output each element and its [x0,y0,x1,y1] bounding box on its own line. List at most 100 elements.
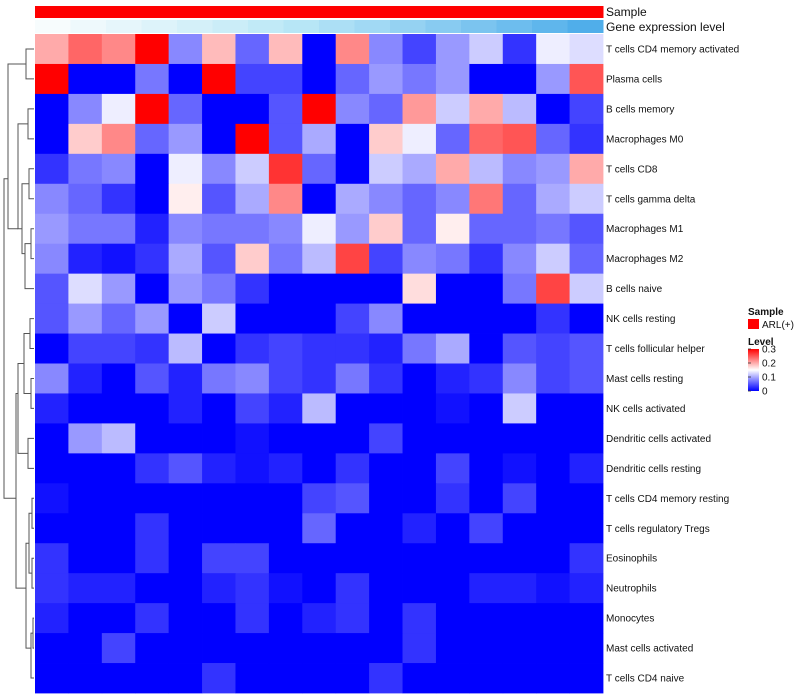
annotation-cell [35,20,71,33]
heatmap-cell [502,303,537,334]
heatmap-cell [68,453,103,484]
heatmap-cell [135,303,170,334]
heatmap-cell [268,633,303,664]
heatmap-cell [335,573,370,604]
heatmap-cell [335,663,370,694]
heatmap-cell [68,603,103,634]
heatmap-cell [469,663,504,694]
heatmap-cell [202,633,236,664]
heatmap-cell [536,273,570,304]
heatmap-cell [435,183,470,215]
heatmap-cell [435,513,470,544]
heatmap-cell [536,483,570,514]
row-label: Plasma cells [606,74,662,85]
heatmap-cell [202,153,236,185]
heatmap-cell [469,573,504,604]
heatmap-cell [502,273,537,304]
heatmap-cell [469,543,504,574]
heatmap-cell [402,303,437,334]
heatmap-cell [135,453,170,484]
heatmap-cell [68,213,103,245]
heatmap-cell [402,243,437,275]
dendrogram-branch [32,617,34,649]
heatmap-cell [302,303,337,334]
heatmap-cell [302,153,337,185]
heatmap-cell [235,93,270,125]
heatmap-cell [569,303,604,334]
heatmap-cell [536,513,570,544]
heatmap-cell [469,603,504,634]
heatmap-cell [235,63,270,95]
heatmap-cell [168,573,203,604]
heatmap-cell [235,213,270,245]
annotation-cell [141,6,178,18]
heatmap-cell [502,543,537,574]
heatmap-cell [402,483,437,514]
dendrogram-branch [25,542,31,649]
heatmap-cell [202,273,236,304]
heatmap-cell [569,633,604,664]
heatmap-cell [202,423,236,454]
heatmap-cell [469,393,504,424]
dendrogram-branch [3,178,16,499]
heatmap-cell [35,34,69,65]
dendrogram-branch [30,377,34,409]
row-label: Dendritic cells activated [606,434,711,445]
annotation-cell [425,6,462,18]
heatmap-cell [135,603,170,634]
row-label: T cells CD4 memory activated [606,44,739,55]
heatmap-cell [268,333,303,364]
heatmap-cell [369,633,403,664]
heatmap-cell [35,663,69,694]
heatmap-cell [469,183,504,215]
annotation-cell [70,20,107,33]
heatmap-cell [502,333,537,364]
heatmap-cell [168,273,203,304]
heatmap-cell [135,543,170,574]
heatmap-cell [68,393,103,424]
heatmap-cell [135,393,170,424]
annotation-cell [212,6,249,18]
heatmap-cell [235,573,270,604]
heatmap-cell [335,543,370,574]
heatmap-cell [235,633,270,664]
heatmap-cell [268,123,303,155]
heatmap-cell [502,213,537,245]
heatmap-cell [68,543,103,574]
legend-tick-label: 0 [762,387,768,398]
heatmap-cell [536,183,570,215]
heatmap-cell [536,423,570,454]
heatmap-cell [168,603,203,634]
heatmap-cell [168,303,203,334]
heatmap-cell [402,663,437,694]
heatmap-cell [268,183,303,215]
heatmap-cell [369,303,403,334]
heatmap-cell [135,483,170,514]
heatmap-cell [502,423,537,454]
heatmap-cell [168,63,203,95]
heatmap-cell [402,573,437,604]
dendrogram-branch [24,243,34,290]
heatmap-cell [569,483,604,514]
heatmap-cell [268,213,303,245]
heatmap-cell [469,303,504,334]
heatmap-cell [302,603,337,634]
heatmap-cell [35,603,69,634]
row-label: Neutrophils [606,584,657,595]
heatmap-cell [502,453,537,484]
heatmap-cell [536,63,570,95]
heatmap-cell [502,243,537,275]
heatmap-cell [235,333,270,364]
heatmap-cell [35,63,69,95]
heatmap-cell [35,93,69,125]
heatmap-cell [335,34,370,65]
heatmap-cell [435,483,470,514]
row-label: NK cells activated [606,404,685,415]
row-label: Macrophages M2 [606,254,684,265]
heatmap-cell [68,93,103,125]
heatmap-cell [302,423,337,454]
heatmap-cell [168,423,203,454]
annotation-cell [532,20,568,33]
dendrogram-branch [7,63,26,230]
heatmap-cell [569,93,604,125]
